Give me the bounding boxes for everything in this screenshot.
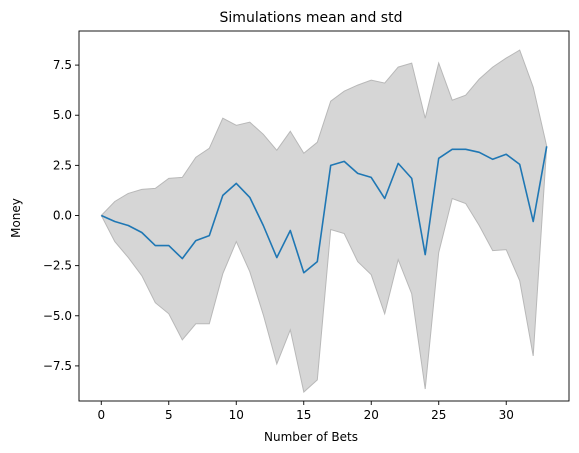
y-ticks: −7.5 −5.0 −2.5 0.0 2.5 5.0 7.5 — [43, 58, 79, 373]
x-ticks: 0 5 10 15 20 25 30 — [97, 401, 514, 422]
y-tick-label: 5.0 — [53, 108, 72, 122]
y-tick-label: 2.5 — [53, 158, 72, 172]
x-tick-label: 20 — [364, 408, 379, 422]
y-tick-label: −2.5 — [43, 259, 72, 273]
y-tick-label: 0.0 — [53, 208, 72, 222]
x-tick-label: 25 — [431, 408, 446, 422]
plot-frame — [78, 30, 570, 402]
axes — [78, 30, 570, 402]
mean-line — [100, 146, 548, 274]
std-band-layer — [100, 49, 548, 393]
y-tick-label: −7.5 — [43, 359, 72, 373]
x-tick-label: 5 — [165, 408, 173, 422]
y-axis-label: Money — [9, 198, 23, 238]
x-axis-label: Number of Bets — [264, 430, 358, 444]
std-band — [100, 49, 548, 393]
x-tick-label: 0 — [97, 408, 105, 422]
mean-line-layer — [100, 146, 548, 274]
x-tick-label: 15 — [296, 408, 311, 422]
y-tick-label: 7.5 — [53, 58, 72, 72]
x-tick-label: 10 — [229, 408, 244, 422]
x-tick-label: 30 — [499, 408, 514, 422]
y-tick-label: −5.0 — [43, 309, 72, 323]
chart-title: Simulations mean and std — [220, 10, 403, 26]
